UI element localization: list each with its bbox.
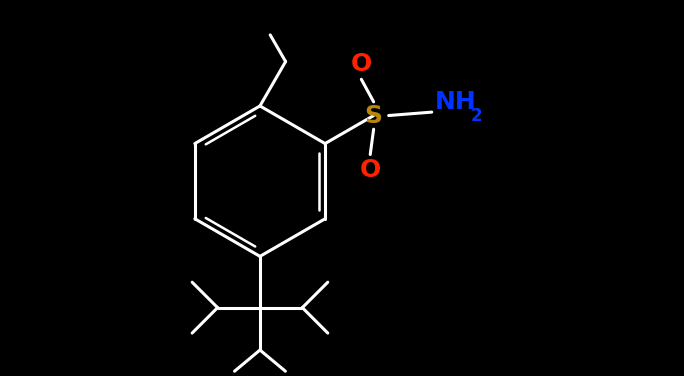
Text: 2: 2 (471, 106, 482, 124)
Text: S: S (365, 103, 382, 127)
Text: NH: NH (435, 90, 477, 114)
Text: O: O (360, 158, 381, 182)
Text: O: O (351, 52, 372, 76)
